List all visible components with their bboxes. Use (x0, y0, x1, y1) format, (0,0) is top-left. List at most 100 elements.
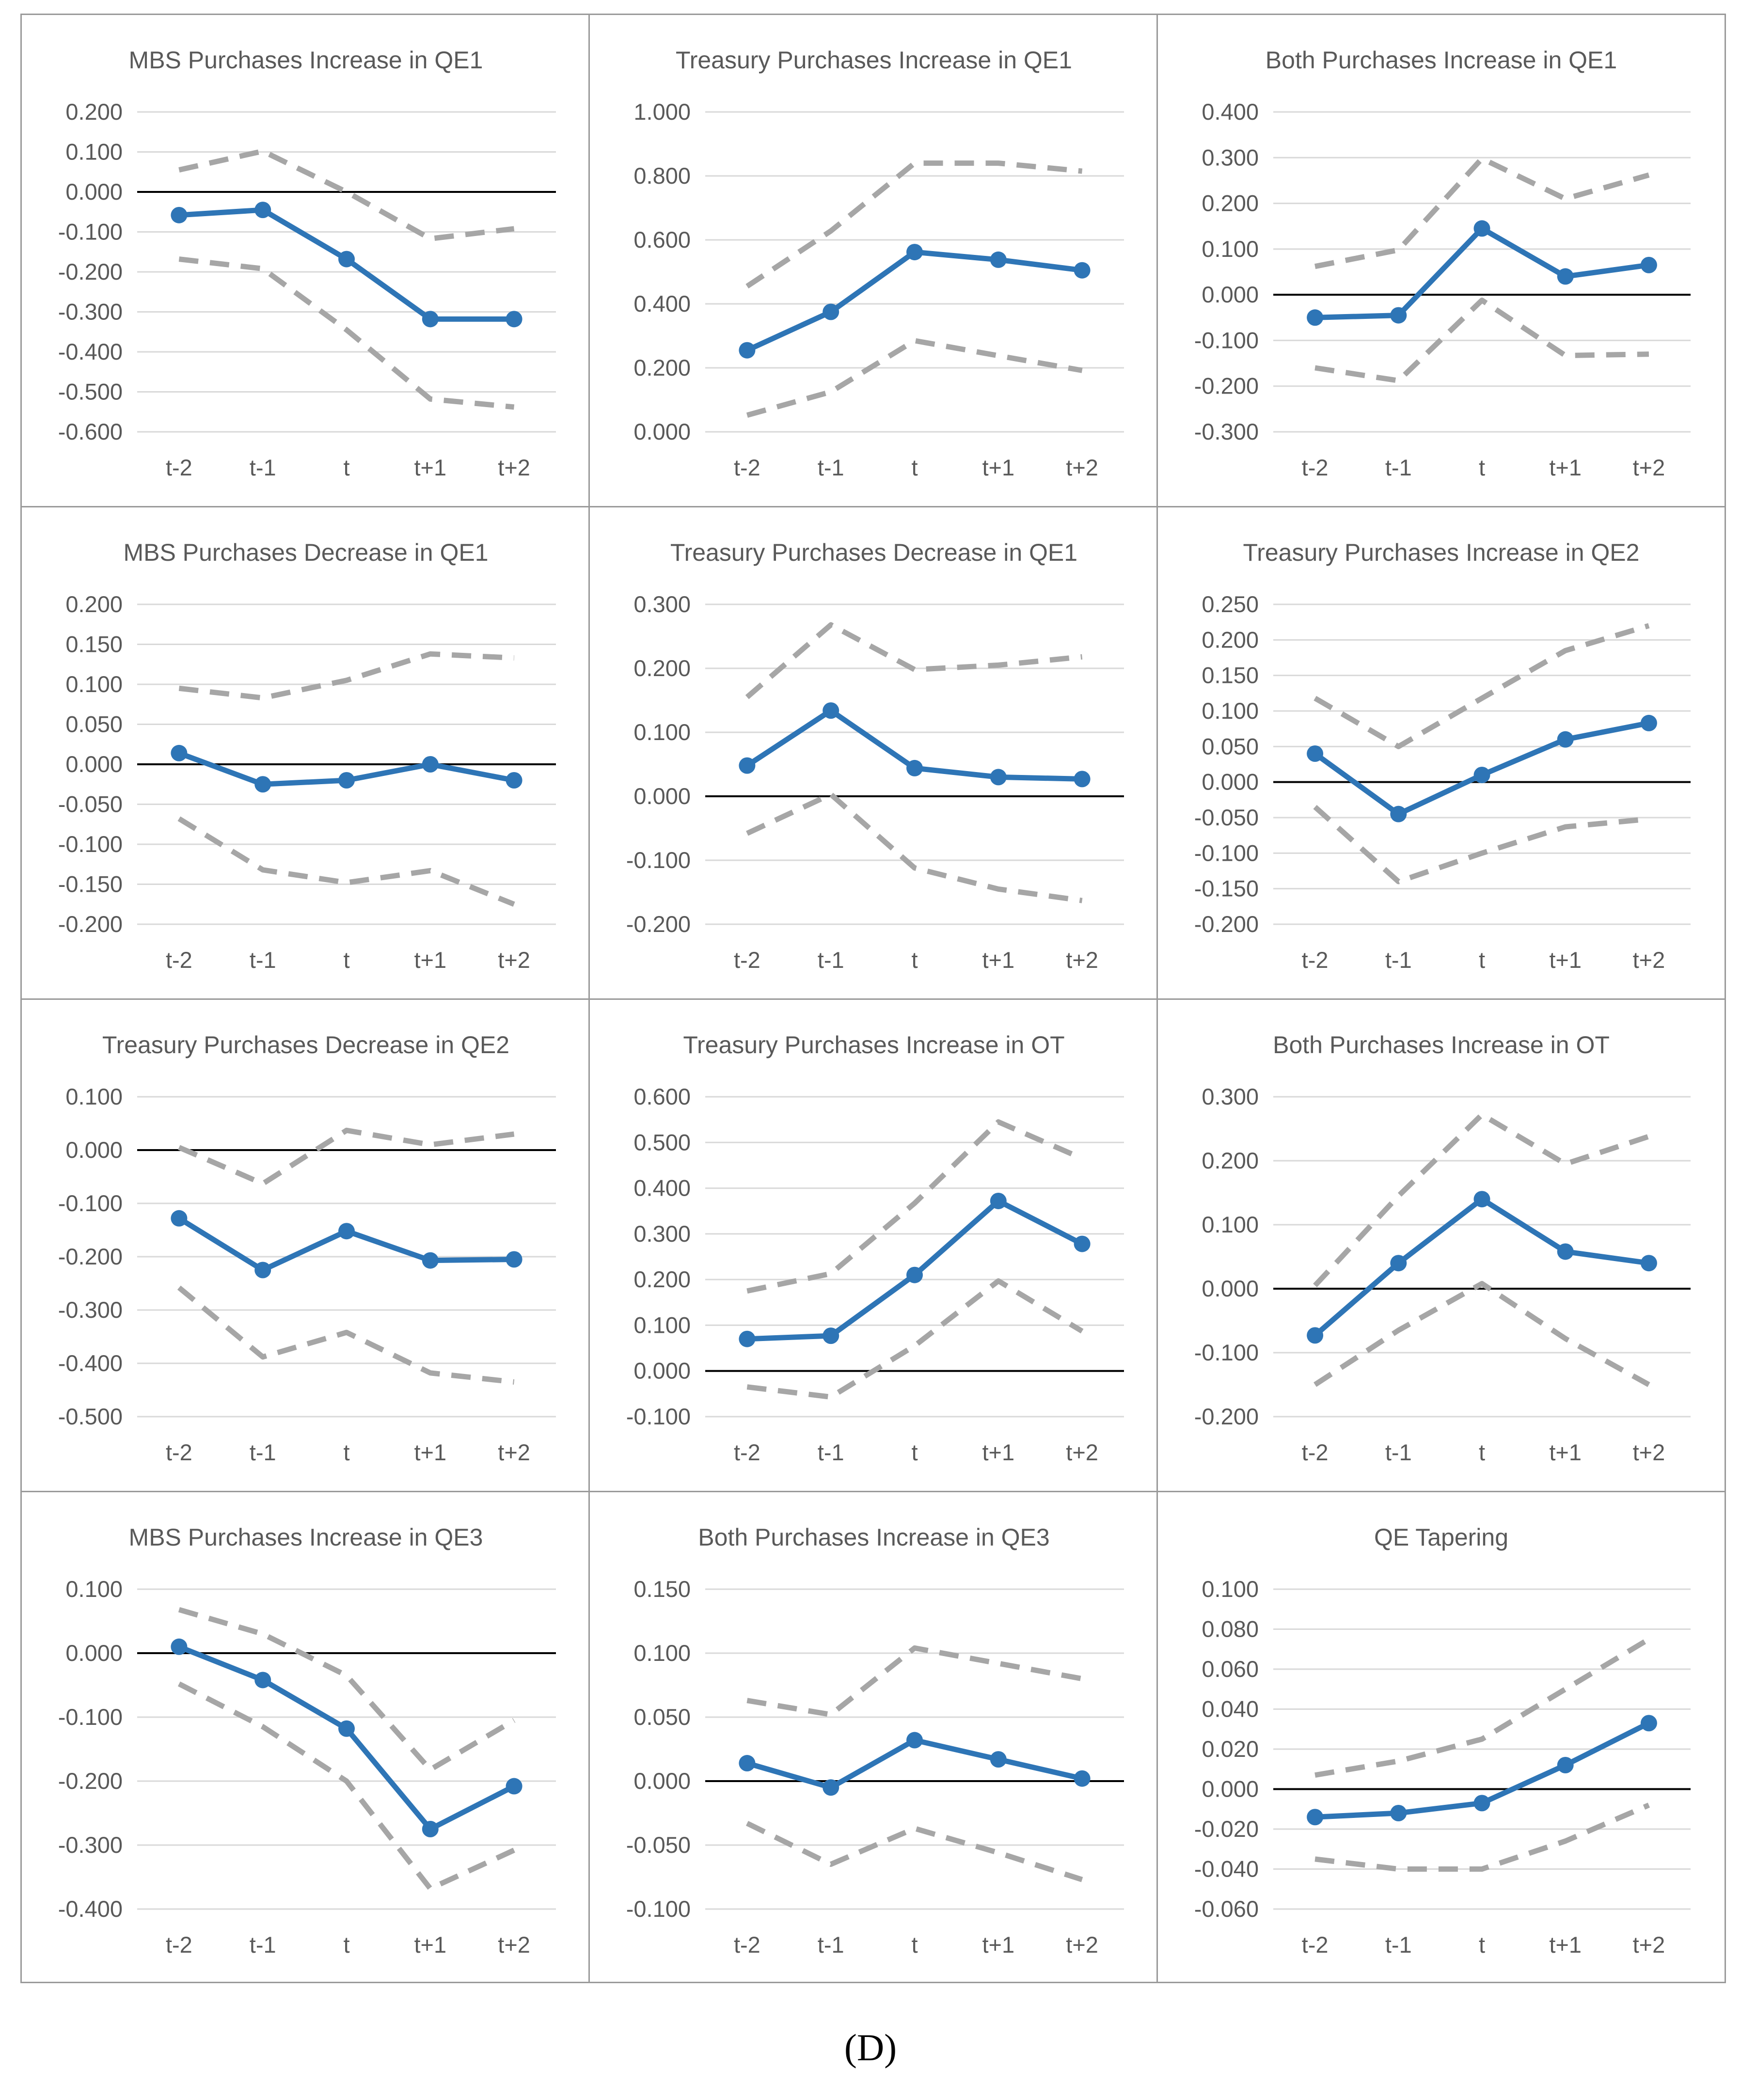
chart-title: Treasury Purchases Increase in QE2 (1243, 539, 1640, 566)
y-tick-label: -0.100 (1194, 327, 1259, 353)
estimate-point (254, 1672, 271, 1689)
series-lower-band (746, 338, 1083, 418)
y-tick-label: 0.250 (1202, 591, 1259, 617)
y-tick-label: 0.100 (1202, 1576, 1259, 1602)
estimate-point (1473, 220, 1490, 237)
y-tick-label: -0.100 (1194, 1340, 1259, 1365)
x-tick-label: t+1 (414, 455, 446, 480)
y-tick-label: 0.050 (633, 1704, 691, 1730)
x-tick-label: t (911, 1932, 918, 1958)
estimate-point (1307, 745, 1324, 762)
chart-panel-4: MBS Purchases Decrease in QE1 0.200 0.150 0… (22, 507, 590, 1000)
chart-panel-8: Treasury Purchases Increase in OT 0.600 0.… (590, 1000, 1158, 1492)
y-tick-label: -0.050 (58, 791, 123, 817)
chart-title: Treasury Purchases Increase in OT (683, 1031, 1064, 1058)
estimate-point (1390, 1805, 1407, 1821)
x-tick-label: t+1 (982, 1439, 1014, 1465)
estimate-point (506, 1251, 522, 1268)
chart-panel-6: Treasury Purchases Increase in QE2 0.250 0… (1158, 507, 1725, 1000)
estimate-point (906, 1266, 923, 1283)
y-tick-label: -0.200 (58, 911, 123, 937)
x-tick-label: t+1 (1549, 947, 1582, 973)
series-lower-band (177, 1681, 515, 1892)
estimate-point (171, 1638, 188, 1655)
series-lower-band (177, 1285, 515, 1385)
chart-12: QE Tapering 0.100 0.080 0.060 0.040 0.020 0.00… (1194, 1524, 1691, 1958)
y-tick-label: 0.100 (65, 139, 123, 165)
chart-panel-3: Both Purchases Increase in QE1 0.400 0.300… (1158, 15, 1725, 507)
x-tick-label: t-1 (818, 455, 844, 480)
x-tick-label: t+2 (1066, 1932, 1098, 1958)
x-tick-label: t+1 (982, 947, 1014, 973)
x-tick-label: t+1 (1549, 1932, 1582, 1958)
series-upper-band (178, 1127, 515, 1186)
x-tick-label: t+1 (414, 1439, 446, 1465)
y-tick-label: 0.100 (1202, 1212, 1259, 1237)
x-tick-label: t-2 (1302, 1439, 1329, 1465)
x-tick-label: t (1479, 947, 1485, 973)
y-tick-label: -0.500 (58, 379, 123, 405)
estimate-point (1640, 1255, 1657, 1272)
y-tick-label: 0.000 (65, 1640, 123, 1666)
estimate-point (1390, 805, 1407, 822)
y-tick-label: 0.000 (633, 419, 691, 444)
estimate-point (254, 776, 271, 793)
x-tick-label: t (343, 1439, 349, 1465)
chart-6: Treasury Purchases Increase in QE2 0.250 0… (1194, 539, 1691, 973)
y-tick-label: -0.100 (58, 1704, 123, 1730)
y-tick-label: -0.400 (58, 339, 123, 364)
y-tick-label: 0.060 (1202, 1656, 1259, 1682)
estimate-point (990, 251, 1007, 268)
y-tick-label: -0.100 (1194, 840, 1259, 866)
x-tick-label: t+2 (1066, 1439, 1098, 1465)
x-tick-label: t+1 (982, 1932, 1014, 1958)
x-tick-label: t-2 (1302, 455, 1329, 480)
estimate-point (171, 744, 188, 761)
y-tick-label: -0.200 (58, 259, 123, 284)
chart-panel-1: MBS Purchases Increase in QE1 0.200 0.100 0… (22, 15, 590, 507)
chart-title: QE Tapering (1374, 1524, 1508, 1551)
y-tick-label: 0.600 (633, 1084, 691, 1109)
series-upper-band (745, 622, 1083, 699)
x-tick-label: t+1 (1549, 455, 1582, 480)
x-tick-label: t-2 (734, 1932, 760, 1958)
chart-title: MBS Purchases Increase in QE3 (129, 1524, 483, 1551)
chart-5: Treasury Purchases Decrease in QE1 0.300 0… (626, 539, 1124, 973)
estimate-point (338, 1223, 355, 1240)
x-tick-label: t-1 (818, 1439, 844, 1465)
y-tick-label: 0.050 (1202, 733, 1259, 759)
x-tick-label: t (1479, 455, 1485, 480)
x-tick-label: t-1 (818, 1932, 844, 1958)
figure-label: (D) (844, 2026, 897, 2068)
series-upper-band (746, 1645, 1083, 1718)
chart-7: Treasury Purchases Decrease in QE2 0.100 0… (58, 1031, 556, 1465)
x-tick-label: t-1 (1385, 455, 1412, 480)
chart-3: Both Purchases Increase in QE1 0.400 0.300… (1194, 47, 1691, 480)
chart-panel-5: Treasury Purchases Decrease in QE1 0.300 0… (590, 507, 1158, 1000)
y-tick-label: 0.000 (65, 751, 123, 777)
y-tick-label: 0.100 (1202, 236, 1259, 262)
y-tick-label: 0.150 (1202, 663, 1259, 688)
chart-panel-7: Treasury Purchases Decrease in QE2 0.100 0… (22, 1000, 590, 1492)
series-lower-band (177, 816, 515, 907)
y-tick-label: -0.200 (58, 1768, 123, 1794)
x-tick-label: t (343, 947, 349, 973)
x-tick-label: t+2 (1633, 947, 1665, 973)
x-tick-label: t+2 (1633, 455, 1665, 480)
estimate-point (1557, 1757, 1574, 1773)
estimate-point (1074, 1235, 1091, 1252)
series-upper-band (746, 1119, 1083, 1294)
x-tick-label: t (1479, 1439, 1485, 1465)
y-tick-label: 0.000 (65, 179, 123, 205)
y-tick-label: 0.000 (1202, 1776, 1259, 1802)
y-tick-label: 0.150 (65, 632, 123, 657)
y-tick-label: 0.300 (633, 1221, 691, 1247)
y-tick-label: 0.300 (1202, 1084, 1259, 1109)
estimate-point (1557, 1243, 1574, 1260)
estimate-point (422, 311, 439, 328)
series-upper-band (745, 160, 1083, 289)
y-tick-label: 0.020 (1202, 1736, 1259, 1762)
y-tick-label: 0.200 (633, 355, 691, 380)
series-upper-band (1314, 1637, 1650, 1778)
